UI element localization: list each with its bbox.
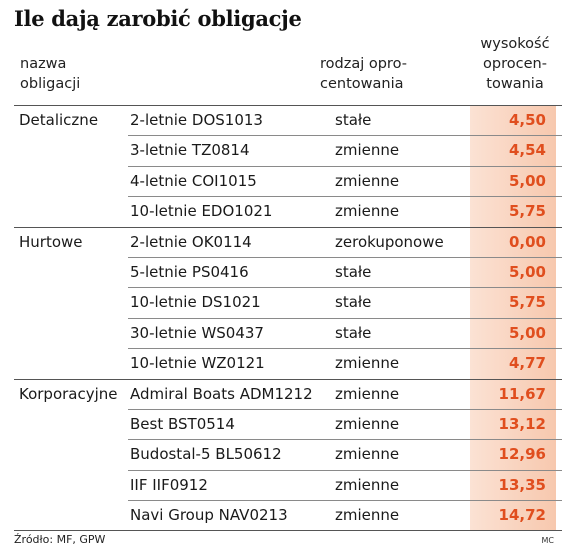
bond-name: 4-letnie COI1015 — [130, 171, 257, 190]
header-bond-name-line2: obligacji — [20, 76, 81, 92]
interest-type: zmienne — [335, 171, 400, 190]
interest-type: zmienne — [335, 445, 400, 464]
interest-type: stałe — [335, 111, 372, 129]
interest-type: zmienne — [335, 384, 400, 403]
table-row: 4-letnie COI1015 zmienne 5,00 — [128, 165, 562, 197]
table-row: 5-letnie PS0416 stałe 5,00 — [128, 256, 562, 288]
bond-name: Best BST0514 — [130, 414, 235, 433]
table-row: 10-letnie WZ0121 zmienne 4,77 — [128, 348, 562, 379]
interest-type: zmienne — [335, 141, 400, 160]
interest-rate-value: 11,67 — [470, 379, 556, 409]
bond-name: IIF IIF0912 — [130, 475, 208, 494]
bond-name: 10-letnie WZ0121 — [130, 354, 265, 373]
table-row: 10-letnie DS1021 stałe 5,75 — [128, 287, 562, 318]
table-row: 3-letnie TZ0814 zmienne 4,54 — [128, 135, 562, 166]
bond-name: 5-letnie PS0416 — [130, 262, 249, 281]
header-interest-rate-line2: oprocen- — [483, 56, 547, 72]
table-row: IIF IIF0912 zmienne 13,35 — [128, 469, 562, 501]
bond-name: 2-letnie DOS1013 — [130, 111, 263, 129]
table-row: Navi Group NAV0213 zmienne 14,72 — [128, 500, 562, 531]
bonds-table: Detaliczne 2-letnie DOS1013 stałe 4,50 3-let… — [14, 105, 562, 532]
interest-type: zerokuponowe — [335, 232, 444, 251]
table-row: Admiral Boats ADM1212 zmienne 11,67 — [128, 379, 562, 409]
bond-name: 3-letnie TZ0814 — [130, 141, 250, 160]
group-label: Detaliczne — [19, 111, 99, 129]
table-row: 30-letnie WS0437 stałe 5,00 — [128, 317, 562, 349]
interest-rate-value: 5,75 — [470, 288, 556, 318]
header-bond-name: nazwa obligacji — [20, 54, 130, 94]
interest-rate-value: 13,12 — [470, 409, 556, 440]
interest-type: zmienne — [335, 475, 400, 494]
bond-name: 10-letnie DS1021 — [130, 293, 261, 312]
interest-rate-value: 14,72 — [470, 501, 556, 531]
interest-type: stałe — [335, 293, 372, 312]
table-bottom-rule — [14, 530, 562, 532]
interest-rate-value: 5,75 — [470, 197, 556, 227]
table-row: 2-letnie OK0114 zerokuponowe 0,00 — [128, 227, 562, 257]
interest-type: stałe — [335, 323, 372, 342]
group-label: Korporacyjne — [19, 384, 118, 403]
bond-name: Navi Group NAV0213 — [130, 506, 288, 525]
header-interest-type-line1: rodzaj opro- — [320, 56, 407, 72]
interest-rate-value: 5,00 — [470, 166, 556, 197]
bond-group: Hurtowe 2-letnie OK0114 zerokuponowe 0,00 5-… — [14, 226, 562, 379]
group-label: Hurtowe — [19, 232, 83, 251]
bond-name: 30-letnie WS0437 — [130, 323, 264, 342]
interest-type: zmienne — [335, 506, 400, 525]
author-credit: MC — [541, 536, 555, 545]
header-interest-rate-line1: wysokość — [480, 36, 550, 52]
table-row: Budostal-5 BL50612 zmienne 12,96 — [128, 439, 562, 470]
interest-rate-value: 4,77 — [470, 349, 556, 379]
interest-rate-value: 12,96 — [470, 440, 556, 470]
interest-rate-value: 4,50 — [470, 106, 556, 136]
page-title: Ile dają zarobić obligacje — [14, 6, 302, 31]
header-interest-type-line2: centowania — [320, 76, 404, 92]
interest-rate-value: 4,54 — [470, 136, 556, 166]
header-interest-rate-line3: towania — [486, 76, 544, 92]
table-row: Best BST0514 zmienne 13,12 — [128, 408, 562, 440]
interest-rate-value: 5,00 — [470, 257, 556, 288]
interest-type: zmienne — [335, 414, 400, 433]
interest-rate-value: 5,00 — [470, 318, 556, 349]
table-row: 10-letnie EDO1021 zmienne 5,75 — [128, 196, 562, 227]
bond-group: Korporacyjne Admiral Boats ADM1212 zmienne… — [14, 378, 562, 531]
header-interest-rate: wysokość oprocen- towania — [470, 34, 560, 94]
bond-group: Detaliczne 2-letnie DOS1013 stałe 4,50 3-let… — [14, 105, 562, 227]
bond-name: 2-letnie OK0114 — [130, 232, 252, 251]
table-row: 2-letnie DOS1013 stałe 4,50 — [128, 106, 562, 136]
interest-rate-value: 13,35 — [470, 470, 556, 501]
source-note: Źródło: MF, GPW — [14, 533, 106, 546]
header-interest-type: rodzaj opro- centowania — [320, 54, 460, 94]
interest-type: zmienne — [335, 202, 400, 221]
interest-type: zmienne — [335, 354, 400, 373]
bond-name: Budostal-5 BL50612 — [130, 445, 282, 464]
interest-rate-value: 0,00 — [470, 227, 556, 257]
bond-name: Admiral Boats ADM1212 — [130, 384, 313, 403]
bond-name: 10-letnie EDO1021 — [130, 202, 273, 221]
interest-type: stałe — [335, 262, 372, 281]
header-bond-name-line1: nazwa — [20, 56, 67, 72]
